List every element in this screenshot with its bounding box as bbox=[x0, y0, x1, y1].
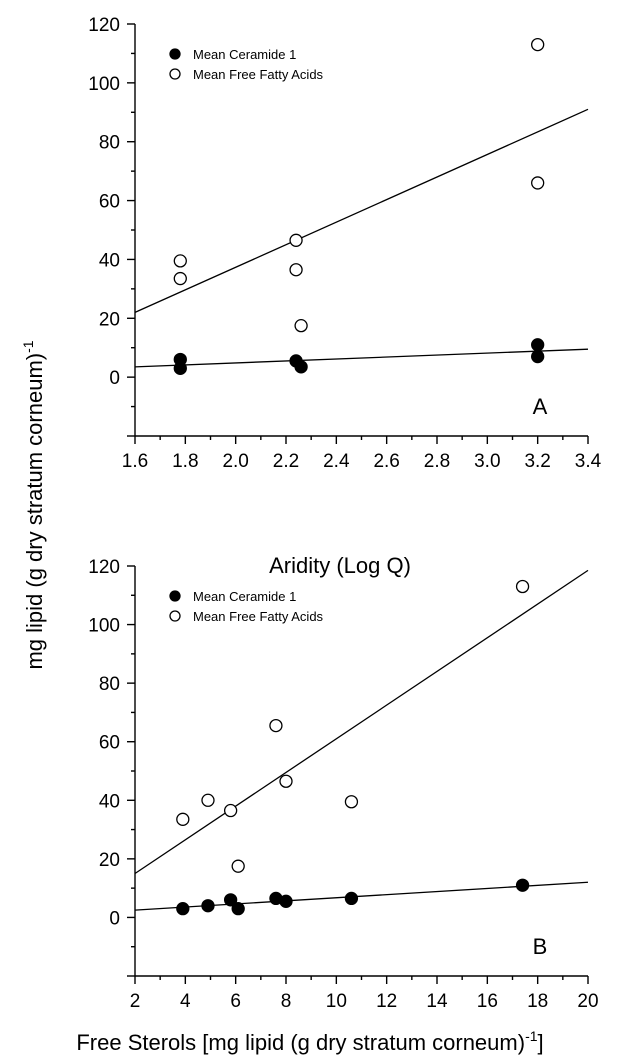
legend-label: Mean Ceramide 1 bbox=[193, 47, 296, 62]
y-axis-title: mg lipid (g dry stratum corneum)-1 bbox=[20, 340, 47, 669]
y-tick-label: 120 bbox=[88, 15, 120, 36]
chart-panel-a: 0 20 40 60 80 100 120 1.6 1.8 2.0 2.2 2.4 2.6 2.8 3.0 3… bbox=[88, 15, 601, 578]
x-tick-label: 3.4 bbox=[575, 451, 602, 472]
y-tick-label: 40 bbox=[99, 250, 120, 271]
x-tick-label: 16 bbox=[477, 991, 498, 1012]
x-tick-label: 3.0 bbox=[474, 451, 500, 472]
x-tick-label: 10 bbox=[326, 991, 347, 1012]
ceramide-point bbox=[201, 899, 215, 913]
fatty-acid-point bbox=[531, 37, 545, 52]
fatty-acid-point bbox=[223, 803, 238, 818]
fatty-acid-point bbox=[294, 318, 308, 333]
y-tick-label: 40 bbox=[99, 791, 120, 812]
fatty-acid-point bbox=[201, 793, 215, 807]
legend-marker bbox=[169, 48, 181, 60]
ceramide-point bbox=[173, 361, 187, 375]
y-tick-label: 100 bbox=[88, 616, 120, 637]
ceramide-point bbox=[294, 360, 308, 374]
legend-label: Mean Ceramide 1 bbox=[193, 589, 296, 604]
y-tick-label: 60 bbox=[99, 733, 120, 754]
y-tick-label: 20 bbox=[99, 309, 120, 330]
x-tick-label: 1.6 bbox=[122, 451, 148, 472]
legend-label: Mean Free Fatty Acids bbox=[193, 67, 324, 82]
fatty-acid-point bbox=[289, 263, 303, 277]
fatty-acid-point bbox=[176, 812, 190, 826]
fatty-acid-point bbox=[231, 859, 245, 873]
fatty-acid-point bbox=[279, 774, 293, 788]
ceramide-point bbox=[176, 901, 190, 916]
legend-marker bbox=[169, 68, 181, 80]
x-tick-label: 14 bbox=[426, 991, 448, 1012]
x-tick-label: 1.8 bbox=[172, 451, 198, 472]
x-tick-label: 6 bbox=[230, 991, 241, 1012]
ceramide-point bbox=[231, 901, 245, 916]
ceramide-point bbox=[531, 349, 545, 364]
x-tick-label: 20 bbox=[577, 991, 598, 1012]
y-tick-label: 60 bbox=[99, 192, 120, 213]
panel-label: A bbox=[533, 394, 548, 419]
ceramide-point bbox=[344, 891, 359, 906]
fatty-acid-point bbox=[173, 271, 187, 286]
x-tick-label: 8 bbox=[281, 991, 292, 1012]
trend-line bbox=[134, 348, 589, 368]
trend-line bbox=[134, 569, 589, 875]
fatty-acid-point bbox=[344, 795, 359, 809]
fatty-acid-point bbox=[289, 233, 303, 247]
ceramide-point bbox=[279, 894, 293, 908]
x-tick-label: 12 bbox=[376, 991, 397, 1012]
x-tick-label: 4 bbox=[180, 991, 191, 1012]
x-tick-label: 2.6 bbox=[373, 451, 399, 472]
x-tick-label: 2.0 bbox=[222, 451, 248, 472]
fatty-acid-point bbox=[173, 254, 187, 268]
y-tick-label: 80 bbox=[99, 133, 120, 154]
y-tick-label: 80 bbox=[99, 674, 120, 695]
x-tick-label: 2 bbox=[130, 991, 141, 1012]
y-tick-label: 20 bbox=[99, 850, 120, 871]
chart-panel-b: 0 20 40 60 80 100 120 2 4 6 8 10 12 14 16 18 20 Free Ster… bbox=[76, 557, 598, 1055]
y-tick-label: 0 bbox=[109, 368, 120, 389]
legend-marker bbox=[169, 590, 181, 602]
x-axis-title: Aridity (Log Q) bbox=[269, 553, 411, 578]
fatty-acid-point bbox=[269, 718, 283, 733]
fatty-acid-point bbox=[531, 176, 545, 190]
x-axis-title: Free Sterols [mg lipid (g dry stratum co… bbox=[76, 1028, 543, 1055]
legend-marker bbox=[169, 610, 181, 622]
x-tick-label: 2.4 bbox=[323, 451, 350, 472]
fatty-acid-point bbox=[515, 579, 530, 594]
y-tick-label: 120 bbox=[88, 557, 120, 578]
ceramide-point bbox=[531, 338, 545, 352]
x-tick-label: 2.2 bbox=[273, 451, 299, 472]
ceramide-point bbox=[515, 878, 530, 892]
x-tick-label: 3.2 bbox=[524, 451, 550, 472]
panel-label: B bbox=[533, 934, 548, 959]
trend-line bbox=[134, 108, 589, 313]
y-tick-label: 100 bbox=[88, 74, 120, 95]
legend-label: Mean Free Fatty Acids bbox=[193, 609, 324, 624]
x-tick-label: 2.8 bbox=[424, 451, 450, 472]
ceramide-point bbox=[223, 893, 238, 907]
x-tick-label: 18 bbox=[527, 991, 548, 1012]
y-tick-label: 0 bbox=[109, 908, 120, 929]
